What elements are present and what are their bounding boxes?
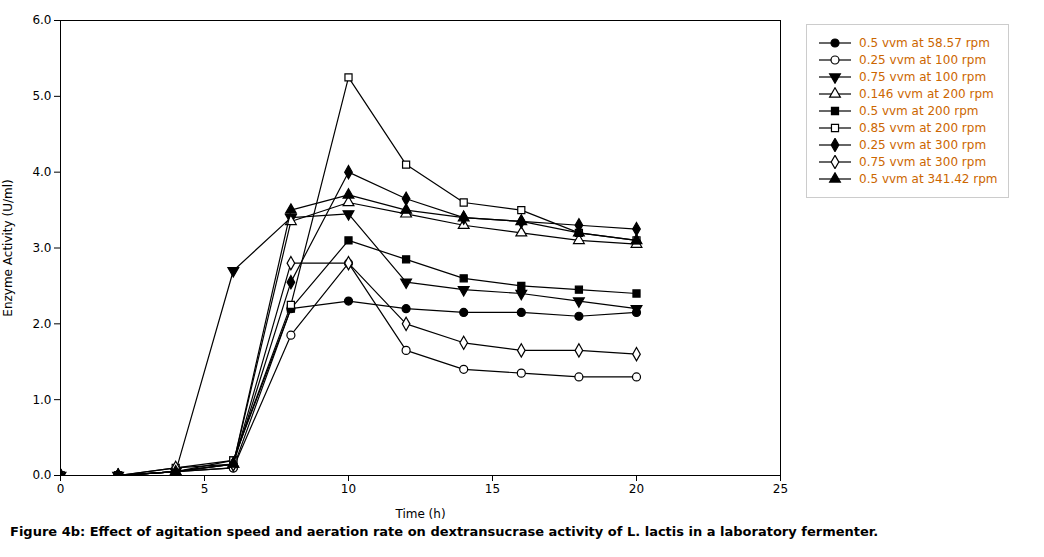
svg-text:6.0: 6.0 [32,13,51,27]
svg-text:0: 0 [57,482,65,496]
svg-text:15: 15 [485,482,500,496]
svg-text:5: 5 [201,482,209,496]
html-text:Figure 4b: Effect of agitation: Figure 4b: Effect of agitation speed and… [10,524,879,539]
svg-text:20: 20 [629,482,644,496]
svg-text:0.0: 0.0 [32,468,51,482]
svg-text:Time (h): Time (h) [394,507,445,521]
svg-text:3.0: 3.0 [32,241,51,255]
svg-text:10: 10 [341,482,356,496]
svg-text:Enzyme Activity (U/ml): Enzyme Activity (U/ml) [1,179,15,316]
html-text:0.146 vvm at 200 rpm: 0.146 vvm at 200 rpm [859,87,994,101]
svg-text:5.0: 5.0 [32,89,51,103]
svg-text:2.0: 2.0 [32,317,51,331]
html-text:0.25 vvm at 100 rpm: 0.25 vvm at 100 rpm [859,53,987,67]
svg-text:25: 25 [773,482,788,496]
html-text:0.85 vvm at 200 rpm: 0.85 vvm at 200 rpm [859,121,987,135]
html-text:0.25 vvm at 300 rpm: 0.25 vvm at 300 rpm [859,138,987,152]
html-text:0.5 vvm at 341.42 rpm: 0.5 vvm at 341.42 rpm [859,172,998,186]
html-text:0.75 vvm at 100 rpm: 0.75 vvm at 100 rpm [859,70,987,84]
svg-text:4.0: 4.0 [32,165,51,179]
html-text:0.75 vvm at 300 rpm: 0.75 vvm at 300 rpm [859,155,987,169]
svg-text:1.0: 1.0 [32,393,51,407]
html-text:0.5 vvm at 200 rpm: 0.5 vvm at 200 rpm [859,104,979,118]
html-text:0.5 vvm at 58.57 rpm: 0.5 vvm at 58.57 rpm [859,36,990,50]
